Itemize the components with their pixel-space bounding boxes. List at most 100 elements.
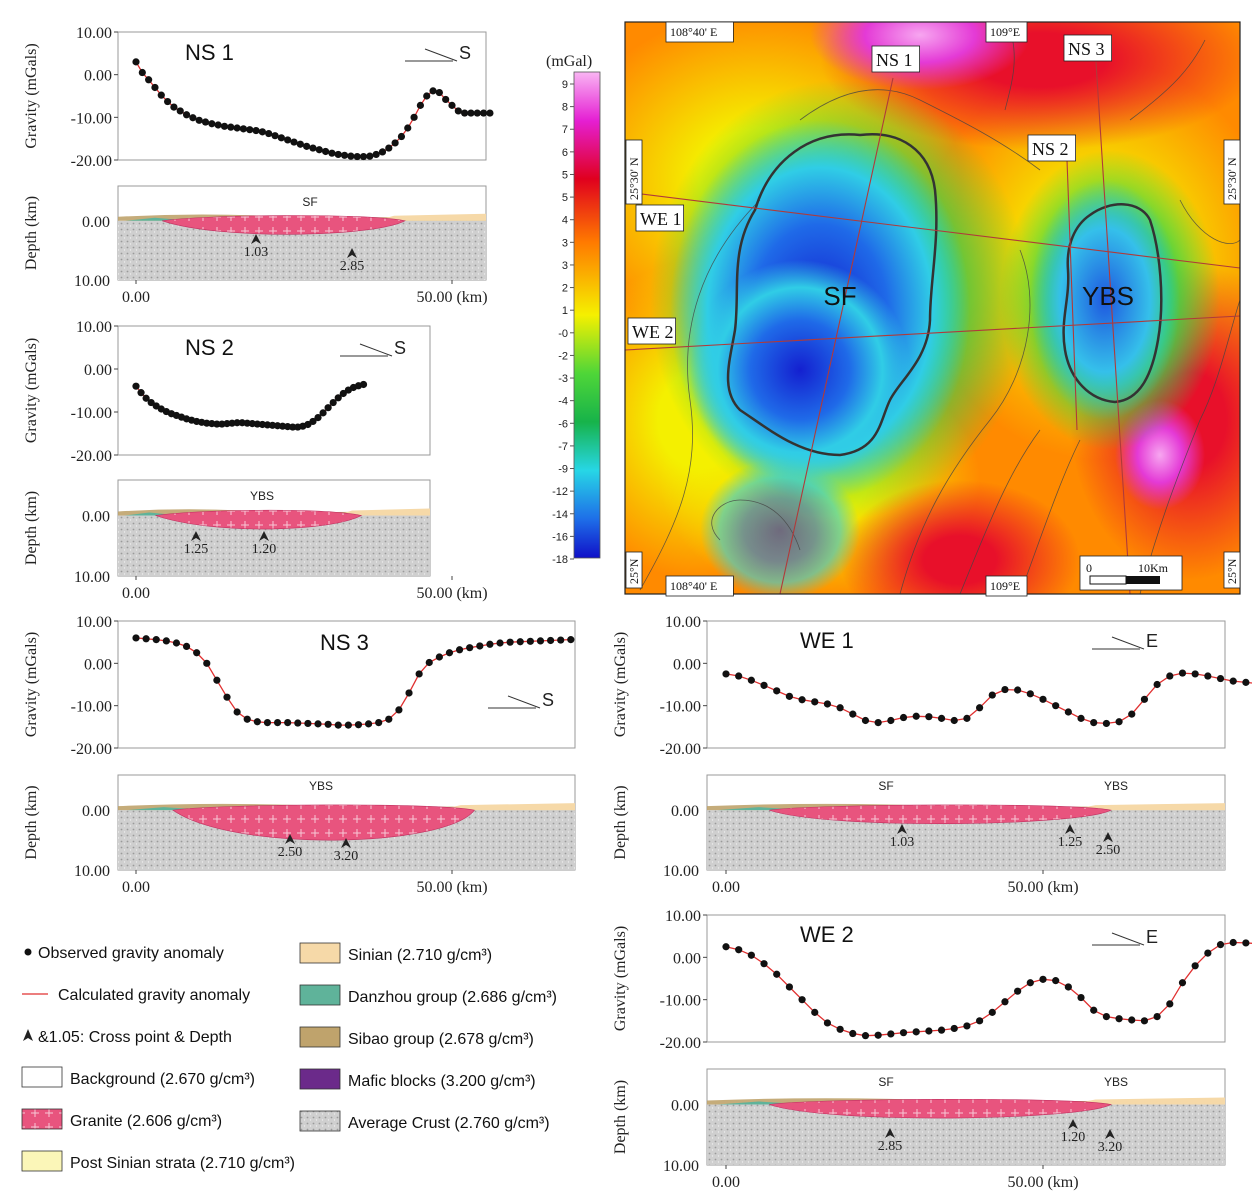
map-labels: 108°40' E 109°E 108°40' E 109°E 25°30' N 25°3…: [625, 21, 1241, 597]
depth-axis-label: Depth (km): [23, 491, 40, 565]
lat-left-upper-box: [625, 139, 643, 205]
lat-left-lower: 25°N: [627, 558, 641, 584]
x-tick-label: 0.00: [712, 1174, 740, 1191]
observed-point: [937, 714, 946, 722]
ybs-outline: [1062, 203, 1163, 404]
x-tick-label: 50.00 (km): [416, 585, 487, 602]
cross-depth-label: 1.25: [1058, 835, 1083, 850]
colorbar-tick-label: -18: [552, 554, 568, 566]
observed-point: [1077, 714, 1085, 722]
observed-point: [473, 109, 481, 117]
observed-point: [1064, 708, 1072, 716]
cross-point-marker: [251, 234, 261, 244]
y-tick-label: 10.00: [76, 319, 112, 336]
observed-point: [976, 1017, 984, 1025]
observed-point: [208, 120, 216, 128]
observed-point: [1090, 719, 1098, 727]
y-tick-label: -20.00: [71, 741, 112, 758]
observed-point: [324, 720, 332, 728]
profile-tag: WE 2: [632, 322, 673, 342]
y-tick-label: -10.00: [660, 699, 701, 716]
cross-point-marker: [1068, 1119, 1078, 1129]
observed-point: [836, 1025, 844, 1033]
observed-point: [1128, 710, 1136, 718]
legend: Observed gravity anomaly Calculated gravi…: [21, 942, 557, 1172]
observed-point: [1204, 949, 1212, 957]
observed-point: [315, 146, 323, 154]
observed-point: [435, 653, 443, 661]
lon-top-right-box: [985, 21, 1028, 43]
cross-depth-label: 1.25: [184, 542, 209, 557]
profile-tag: NS 1: [876, 50, 913, 70]
observed-point: [164, 97, 172, 106]
observed-point: [1026, 690, 1034, 698]
observed-point: [404, 124, 412, 132]
legend-post_sinian-swatch: [21, 1150, 63, 1172]
observed-point: [334, 394, 342, 402]
colorbar-tick-label: 5: [562, 169, 568, 181]
observed-point: [359, 380, 368, 389]
colorbar-tick-label: -7: [558, 441, 568, 453]
observed-point: [526, 637, 534, 645]
observed-point: [258, 128, 266, 136]
depth-tick-label: 0.00: [82, 509, 110, 526]
observed-point: [309, 417, 317, 426]
direction-slant: [1111, 636, 1145, 650]
observed-point: [1039, 975, 1047, 983]
profile-tag-box: [627, 317, 676, 345]
observed-point: [359, 152, 368, 161]
observed-point: [1204, 672, 1212, 680]
lat-left-upper: 25°30' N: [627, 157, 641, 200]
lat-right-lower: 25°N: [1225, 558, 1239, 584]
observed-point: [1178, 979, 1187, 987]
observed-point: [567, 636, 575, 644]
y-tick-label: 0.00: [84, 68, 112, 85]
cross-point-marker: [285, 834, 295, 844]
observed-point: [425, 658, 433, 667]
observed-point: [1216, 941, 1225, 949]
observed-point: [963, 714, 971, 722]
depth-tick-label: 10.00: [74, 863, 110, 880]
colorbar-tick-label: 5: [562, 192, 568, 204]
x-tick-label: 50.00 (km): [1007, 879, 1078, 896]
observed-point: [142, 394, 150, 402]
observed-point: [147, 398, 155, 407]
profile-label: NS 1: [185, 40, 234, 65]
colorbar-tick-label: -9: [558, 464, 568, 476]
observed-point: [239, 125, 248, 133]
observed-point: [496, 639, 504, 647]
colorbar-tick-label: 7: [562, 124, 568, 136]
observed-point: [397, 132, 406, 141]
y-tick-label: -20.00: [71, 448, 112, 465]
legend-cross-swatch: [23, 1029, 33, 1041]
observed-point: [1001, 998, 1009, 1006]
y-tick-label: 10.00: [665, 614, 701, 631]
observed-point: [861, 1032, 870, 1040]
x-tick-label: 50.00 (km): [416, 879, 487, 896]
y-tick-label: -20.00: [660, 741, 701, 758]
x-tick-label: 50.00 (km): [416, 289, 487, 306]
cross-point-marker: [347, 248, 357, 258]
observed-point: [201, 118, 210, 126]
profile-ns-3: 10.00 0.00 -10.00 -20.00 Gravity (mGals) NS 3…: [23, 614, 576, 896]
observed-point: [937, 1026, 946, 1034]
observed-point: [811, 1008, 819, 1016]
cross-depth-label: 2.85: [340, 259, 365, 274]
observed-point: [1166, 672, 1174, 680]
profile-tag-box: [1027, 134, 1076, 162]
observed-point: [445, 649, 454, 657]
observed-point: [339, 389, 347, 398]
profile-tag: NS 3: [1068, 39, 1105, 59]
observed-point: [391, 139, 399, 147]
scale-bar-black: [1126, 576, 1160, 584]
observed-point: [354, 721, 363, 729]
profile-tag-box: [871, 45, 920, 73]
observed-point: [157, 91, 165, 99]
legend-sibao-swatch: [299, 1026, 341, 1048]
y-tick-label: -20.00: [71, 153, 112, 170]
observed-point: [324, 404, 332, 412]
lon-bottom-right: 109°E: [990, 579, 1020, 593]
observed-point: [836, 704, 844, 712]
colorbar-tick-label: 6: [562, 147, 568, 159]
observed-point: [557, 636, 565, 644]
